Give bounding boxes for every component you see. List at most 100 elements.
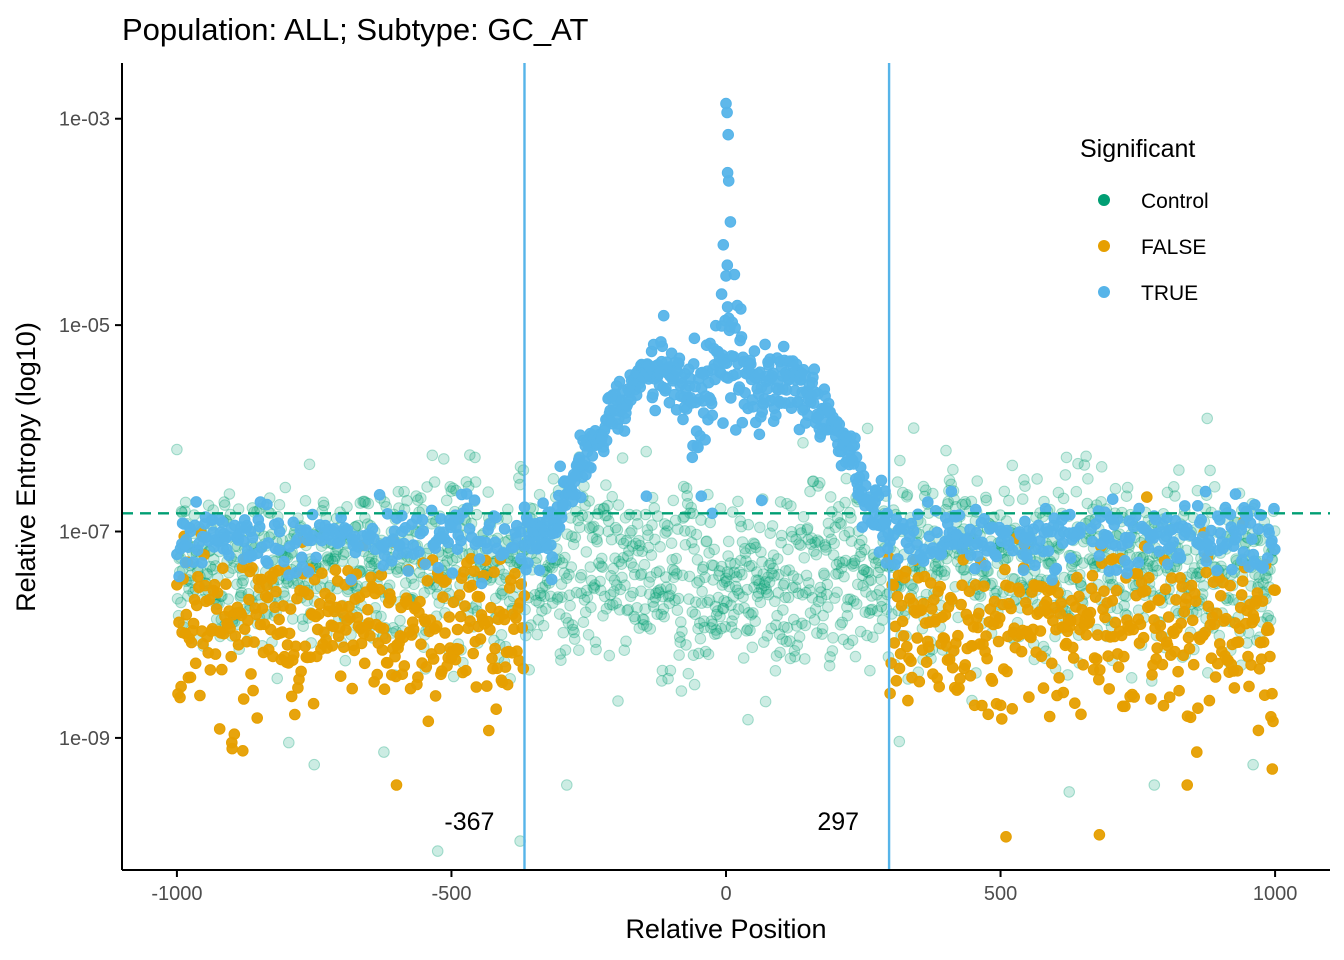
control-point: [668, 565, 681, 577]
false-point: [453, 589, 466, 601]
false-point: [890, 675, 903, 687]
false-point: [1146, 669, 1158, 681]
control-point: [655, 608, 668, 621]
false-point: [509, 567, 521, 580]
y-tick-label: 1e-03: [59, 109, 110, 131]
false-point: [1118, 650, 1130, 663]
control-point: [692, 622, 704, 635]
control-point: [574, 571, 587, 584]
control-point: [567, 623, 579, 636]
true-point: [1237, 546, 1250, 558]
control-point: [980, 494, 993, 507]
false-point: [460, 664, 472, 677]
control-point: [641, 524, 654, 536]
control-point: [643, 588, 656, 601]
control-point: [408, 578, 420, 591]
control-point: [559, 551, 571, 564]
control-point: [853, 538, 866, 551]
true-point: [1093, 550, 1105, 562]
control-point: [572, 514, 585, 527]
control-point: [567, 538, 580, 551]
control-point: [725, 599, 737, 612]
control-point: [800, 586, 812, 599]
control-point: [710, 624, 722, 636]
control-point: [607, 599, 619, 611]
control-point: [736, 568, 748, 581]
true-point: [618, 425, 631, 437]
control-point: [621, 604, 634, 617]
false-point: [934, 580, 947, 593]
true-point: [777, 340, 790, 353]
control-point: [762, 571, 774, 584]
control-point: [813, 536, 826, 548]
false-point: [1035, 650, 1048, 663]
control-point: [598, 502, 610, 515]
control-point: [570, 586, 583, 599]
false-point: [1235, 589, 1248, 601]
true-point: [859, 479, 872, 492]
control-point: [805, 532, 818, 545]
control-point: [762, 588, 775, 601]
control-point: [729, 557, 741, 570]
control-point: [594, 575, 606, 588]
control-point: [688, 678, 701, 691]
true-point: [302, 566, 315, 578]
control-point: [856, 534, 868, 547]
false-point: [516, 622, 529, 634]
control-point: [715, 560, 728, 573]
control-point: [341, 501, 353, 513]
false-point: [185, 636, 198, 649]
control-point: [863, 575, 875, 587]
false-point: [289, 708, 301, 721]
false-point: [1037, 682, 1050, 694]
false-point: [1228, 682, 1241, 694]
control-point: [830, 568, 842, 580]
control-point: [1016, 493, 1029, 505]
control-point: [394, 614, 406, 627]
control-point: [805, 538, 817, 551]
control-point: [730, 571, 743, 583]
control-point: [798, 552, 811, 564]
control-point: [1169, 490, 1181, 502]
false-point: [1071, 571, 1083, 584]
false-point: [192, 571, 204, 583]
control-point: [724, 568, 736, 581]
control-point: [739, 542, 751, 555]
control-point: [721, 566, 734, 578]
control-point: [940, 444, 952, 457]
false-point: [1139, 585, 1152, 597]
control-point: [809, 603, 822, 615]
control-point: [858, 543, 871, 556]
control-point: [616, 452, 629, 464]
control-point: [830, 558, 843, 571]
control-point: [753, 578, 766, 590]
control-point: [496, 588, 508, 601]
false-point: [362, 603, 374, 616]
control-point: [670, 552, 683, 565]
false-point: [1252, 724, 1265, 737]
control-point: [596, 552, 608, 565]
control-point: [801, 522, 814, 534]
control-point: [785, 500, 797, 512]
false-point: [340, 624, 352, 636]
false-point: [1015, 645, 1028, 658]
control-point: [728, 566, 741, 579]
control-point: [593, 557, 605, 569]
false-point: [1243, 680, 1255, 693]
control-point: [561, 528, 574, 541]
control-point: [659, 527, 672, 539]
control-point: [758, 579, 771, 592]
control-point: [771, 609, 783, 622]
control-point: [630, 537, 642, 550]
true-point: [892, 553, 904, 565]
control-point: [742, 713, 754, 726]
control-point: [726, 506, 739, 518]
true-point: [695, 490, 708, 503]
control-point: [832, 567, 845, 580]
false-point: [992, 635, 1005, 648]
true-point: [546, 551, 559, 563]
true-point: [724, 216, 737, 228]
true-point: [402, 565, 415, 577]
false-point: [1231, 665, 1244, 677]
control-point: [634, 539, 646, 552]
